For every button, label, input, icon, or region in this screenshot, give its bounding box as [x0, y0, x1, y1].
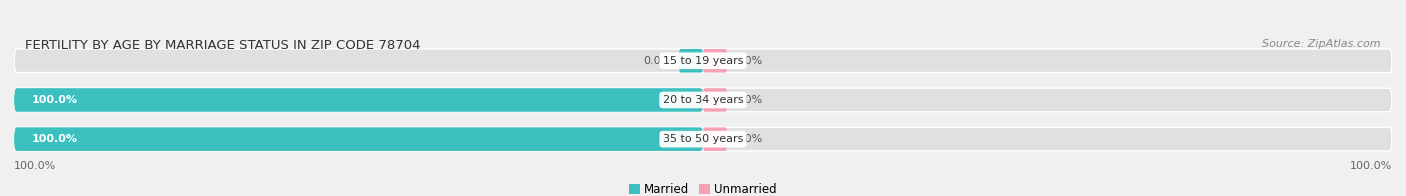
FancyBboxPatch shape	[14, 88, 1392, 112]
FancyBboxPatch shape	[14, 49, 1392, 73]
Text: Source: ZipAtlas.com: Source: ZipAtlas.com	[1263, 39, 1381, 49]
Text: 0.0%: 0.0%	[734, 134, 762, 144]
Text: 0.0%: 0.0%	[734, 56, 762, 66]
Text: 0.0%: 0.0%	[734, 95, 762, 105]
FancyBboxPatch shape	[14, 127, 1392, 151]
Text: 35 to 50 years: 35 to 50 years	[662, 134, 744, 144]
FancyBboxPatch shape	[14, 88, 703, 112]
Text: 15 to 19 years: 15 to 19 years	[662, 56, 744, 66]
Legend: Married, Unmarried: Married, Unmarried	[624, 179, 782, 196]
FancyBboxPatch shape	[679, 49, 703, 73]
Text: 100.0%: 100.0%	[31, 134, 77, 144]
Text: 100.0%: 100.0%	[14, 161, 56, 171]
Text: 20 to 34 years: 20 to 34 years	[662, 95, 744, 105]
Text: FERTILITY BY AGE BY MARRIAGE STATUS IN ZIP CODE 78704: FERTILITY BY AGE BY MARRIAGE STATUS IN Z…	[25, 39, 420, 52]
Text: 100.0%: 100.0%	[31, 95, 77, 105]
Text: 100.0%: 100.0%	[1350, 161, 1392, 171]
FancyBboxPatch shape	[703, 127, 727, 151]
FancyBboxPatch shape	[14, 127, 703, 151]
FancyBboxPatch shape	[703, 49, 727, 73]
FancyBboxPatch shape	[703, 88, 727, 112]
Text: 0.0%: 0.0%	[644, 56, 672, 66]
